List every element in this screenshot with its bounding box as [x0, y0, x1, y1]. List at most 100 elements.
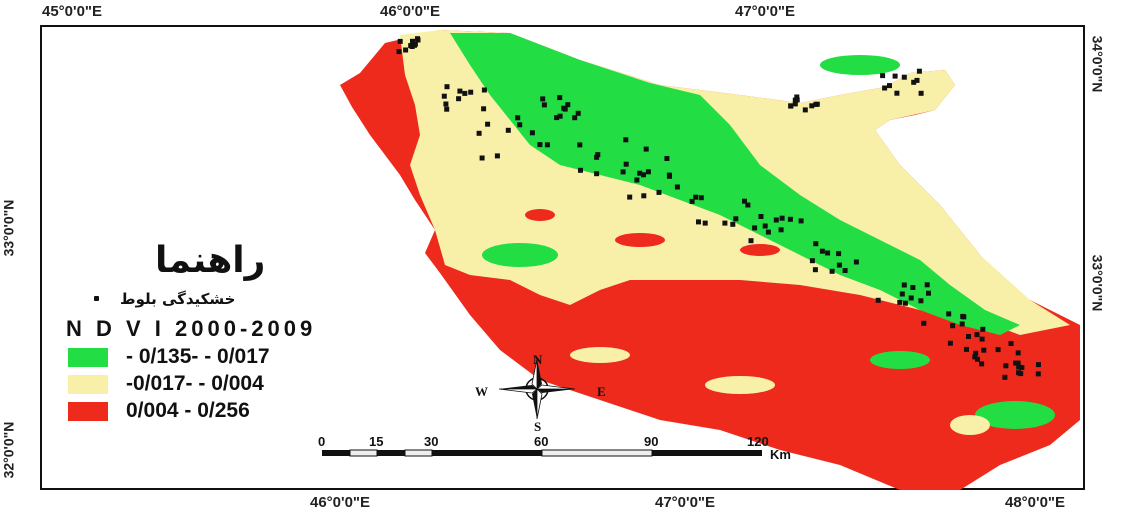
scale-tick-120: 120	[747, 434, 769, 449]
oak-decline-point	[627, 194, 633, 200]
oak-decline-point	[572, 115, 578, 121]
oak-decline-point	[975, 356, 980, 362]
compass-w: W	[475, 384, 488, 399]
oak-decline-point	[926, 290, 931, 296]
oak-decline-point	[748, 238, 754, 244]
oak-decline-point	[557, 113, 563, 119]
legend-label-high: 0/004 - 0/256	[126, 399, 250, 422]
oak-decline-point	[733, 216, 739, 222]
ndvi-title: N D V I 2000-2009	[66, 316, 317, 341]
oak-decline-point	[476, 130, 482, 136]
oak-decline-point	[641, 172, 646, 178]
oak-decline-point	[1015, 350, 1021, 356]
top-lon-label-46: 46°0'0"E	[380, 3, 441, 20]
oak-decline-point	[894, 90, 900, 96]
oak-decline-point	[914, 77, 920, 83]
oak-decline-point	[880, 73, 886, 79]
oak-decline-point	[794, 94, 800, 100]
oak-decline-point	[623, 137, 629, 143]
oak-decline-point	[974, 332, 980, 338]
oak-decline-point	[529, 130, 535, 136]
ndvi-low-patch	[870, 351, 930, 369]
oak-decline-point	[899, 291, 905, 297]
oak-decline-point	[456, 96, 462, 102]
oak-decline-point	[1019, 365, 1025, 370]
oak-decline-point	[946, 311, 952, 317]
oak-decline-point	[902, 300, 908, 306]
oak-decline-point	[981, 347, 987, 353]
oak-decline-point	[1035, 371, 1041, 377]
oak-decline-point	[742, 198, 747, 204]
right-lat-label-33: 33°0'0"N	[1089, 254, 1106, 312]
oak-decline-point	[842, 268, 848, 273]
ndvi-high-patch	[615, 233, 665, 247]
oak-decline-point	[1036, 362, 1041, 368]
oak-decline-point	[505, 127, 511, 133]
oak-decline-point	[444, 84, 450, 90]
oak-decline-point	[517, 122, 523, 128]
oak-decline-point	[594, 154, 600, 160]
oak-decline-point	[887, 83, 892, 89]
oak-decline-point	[836, 251, 842, 257]
oak-decline-point	[554, 115, 560, 121]
oak-decline-point	[411, 42, 417, 48]
oak-decline-point	[773, 217, 779, 223]
oak-decline-point	[541, 102, 547, 108]
oak-decline-symbol	[94, 296, 99, 301]
compass-e: E	[597, 384, 606, 399]
oak-decline-point	[916, 68, 922, 74]
ndvi-high-patch	[740, 244, 780, 256]
oak-decline-point	[595, 152, 601, 158]
ndvi-mid-patch	[570, 347, 630, 363]
oak-decline-point	[911, 79, 917, 85]
oak-decline-point	[1002, 374, 1008, 380]
oak-decline-point	[875, 297, 881, 303]
left-lat-label-33: 33°0'0"N	[0, 199, 17, 257]
oak-decline-point	[408, 43, 414, 49]
ndvi-high-patch	[525, 209, 555, 221]
oak-decline-point	[479, 155, 485, 161]
top-lon-label-47: 47°0'0"E	[735, 3, 796, 20]
oak-decline-point	[689, 198, 695, 204]
oak-decline-point	[397, 38, 403, 44]
oak-decline-point	[918, 90, 924, 96]
oak-decline-point	[656, 189, 662, 195]
oak-decline-point	[537, 142, 543, 148]
oak-decline-point	[410, 38, 415, 44]
compass-rose	[498, 358, 576, 420]
ndvi-mid-patch	[435, 155, 485, 195]
compass-s: S	[534, 419, 542, 434]
oak-decline-point	[809, 103, 815, 109]
oak-decline-point	[792, 101, 798, 107]
oak-decline-point	[762, 223, 768, 229]
ndvi-mid-patch	[705, 376, 775, 394]
oak-decline-point	[947, 340, 953, 346]
oak-decline-point	[641, 193, 647, 199]
oak-decline-point	[794, 97, 800, 103]
oak-decline-point	[441, 93, 447, 99]
oak-decline-point	[620, 169, 626, 175]
ndvi-low-patch	[975, 401, 1055, 429]
oak-decline-point	[787, 216, 793, 222]
ndvi-mid-patch	[950, 415, 990, 435]
oak-decline-point	[901, 74, 907, 80]
oak-decline-point	[722, 220, 728, 226]
oak-decline-point	[897, 299, 903, 305]
oak-decline-point	[561, 105, 567, 111]
oak-decline-point	[462, 90, 468, 96]
oak-decline-point	[836, 262, 842, 268]
legend-title: راهنما	[155, 240, 266, 281]
oak-decline-point	[515, 115, 521, 121]
scale-unit: Km	[770, 447, 791, 462]
oak-decline-point	[674, 184, 680, 190]
scale-tick-90: 90	[644, 434, 659, 449]
legend-swatch-high	[68, 402, 108, 421]
oak-decline-point	[1016, 364, 1022, 370]
ndvi-low-region	[450, 33, 1020, 335]
oak-decline-point	[921, 320, 927, 326]
oak-decline-point	[995, 347, 1001, 353]
compass-n: N	[533, 352, 543, 367]
oak-decline-point	[910, 285, 916, 290]
oak-decline-point	[664, 156, 670, 161]
left-lat-label-32: 32°0'0"N	[0, 421, 17, 479]
